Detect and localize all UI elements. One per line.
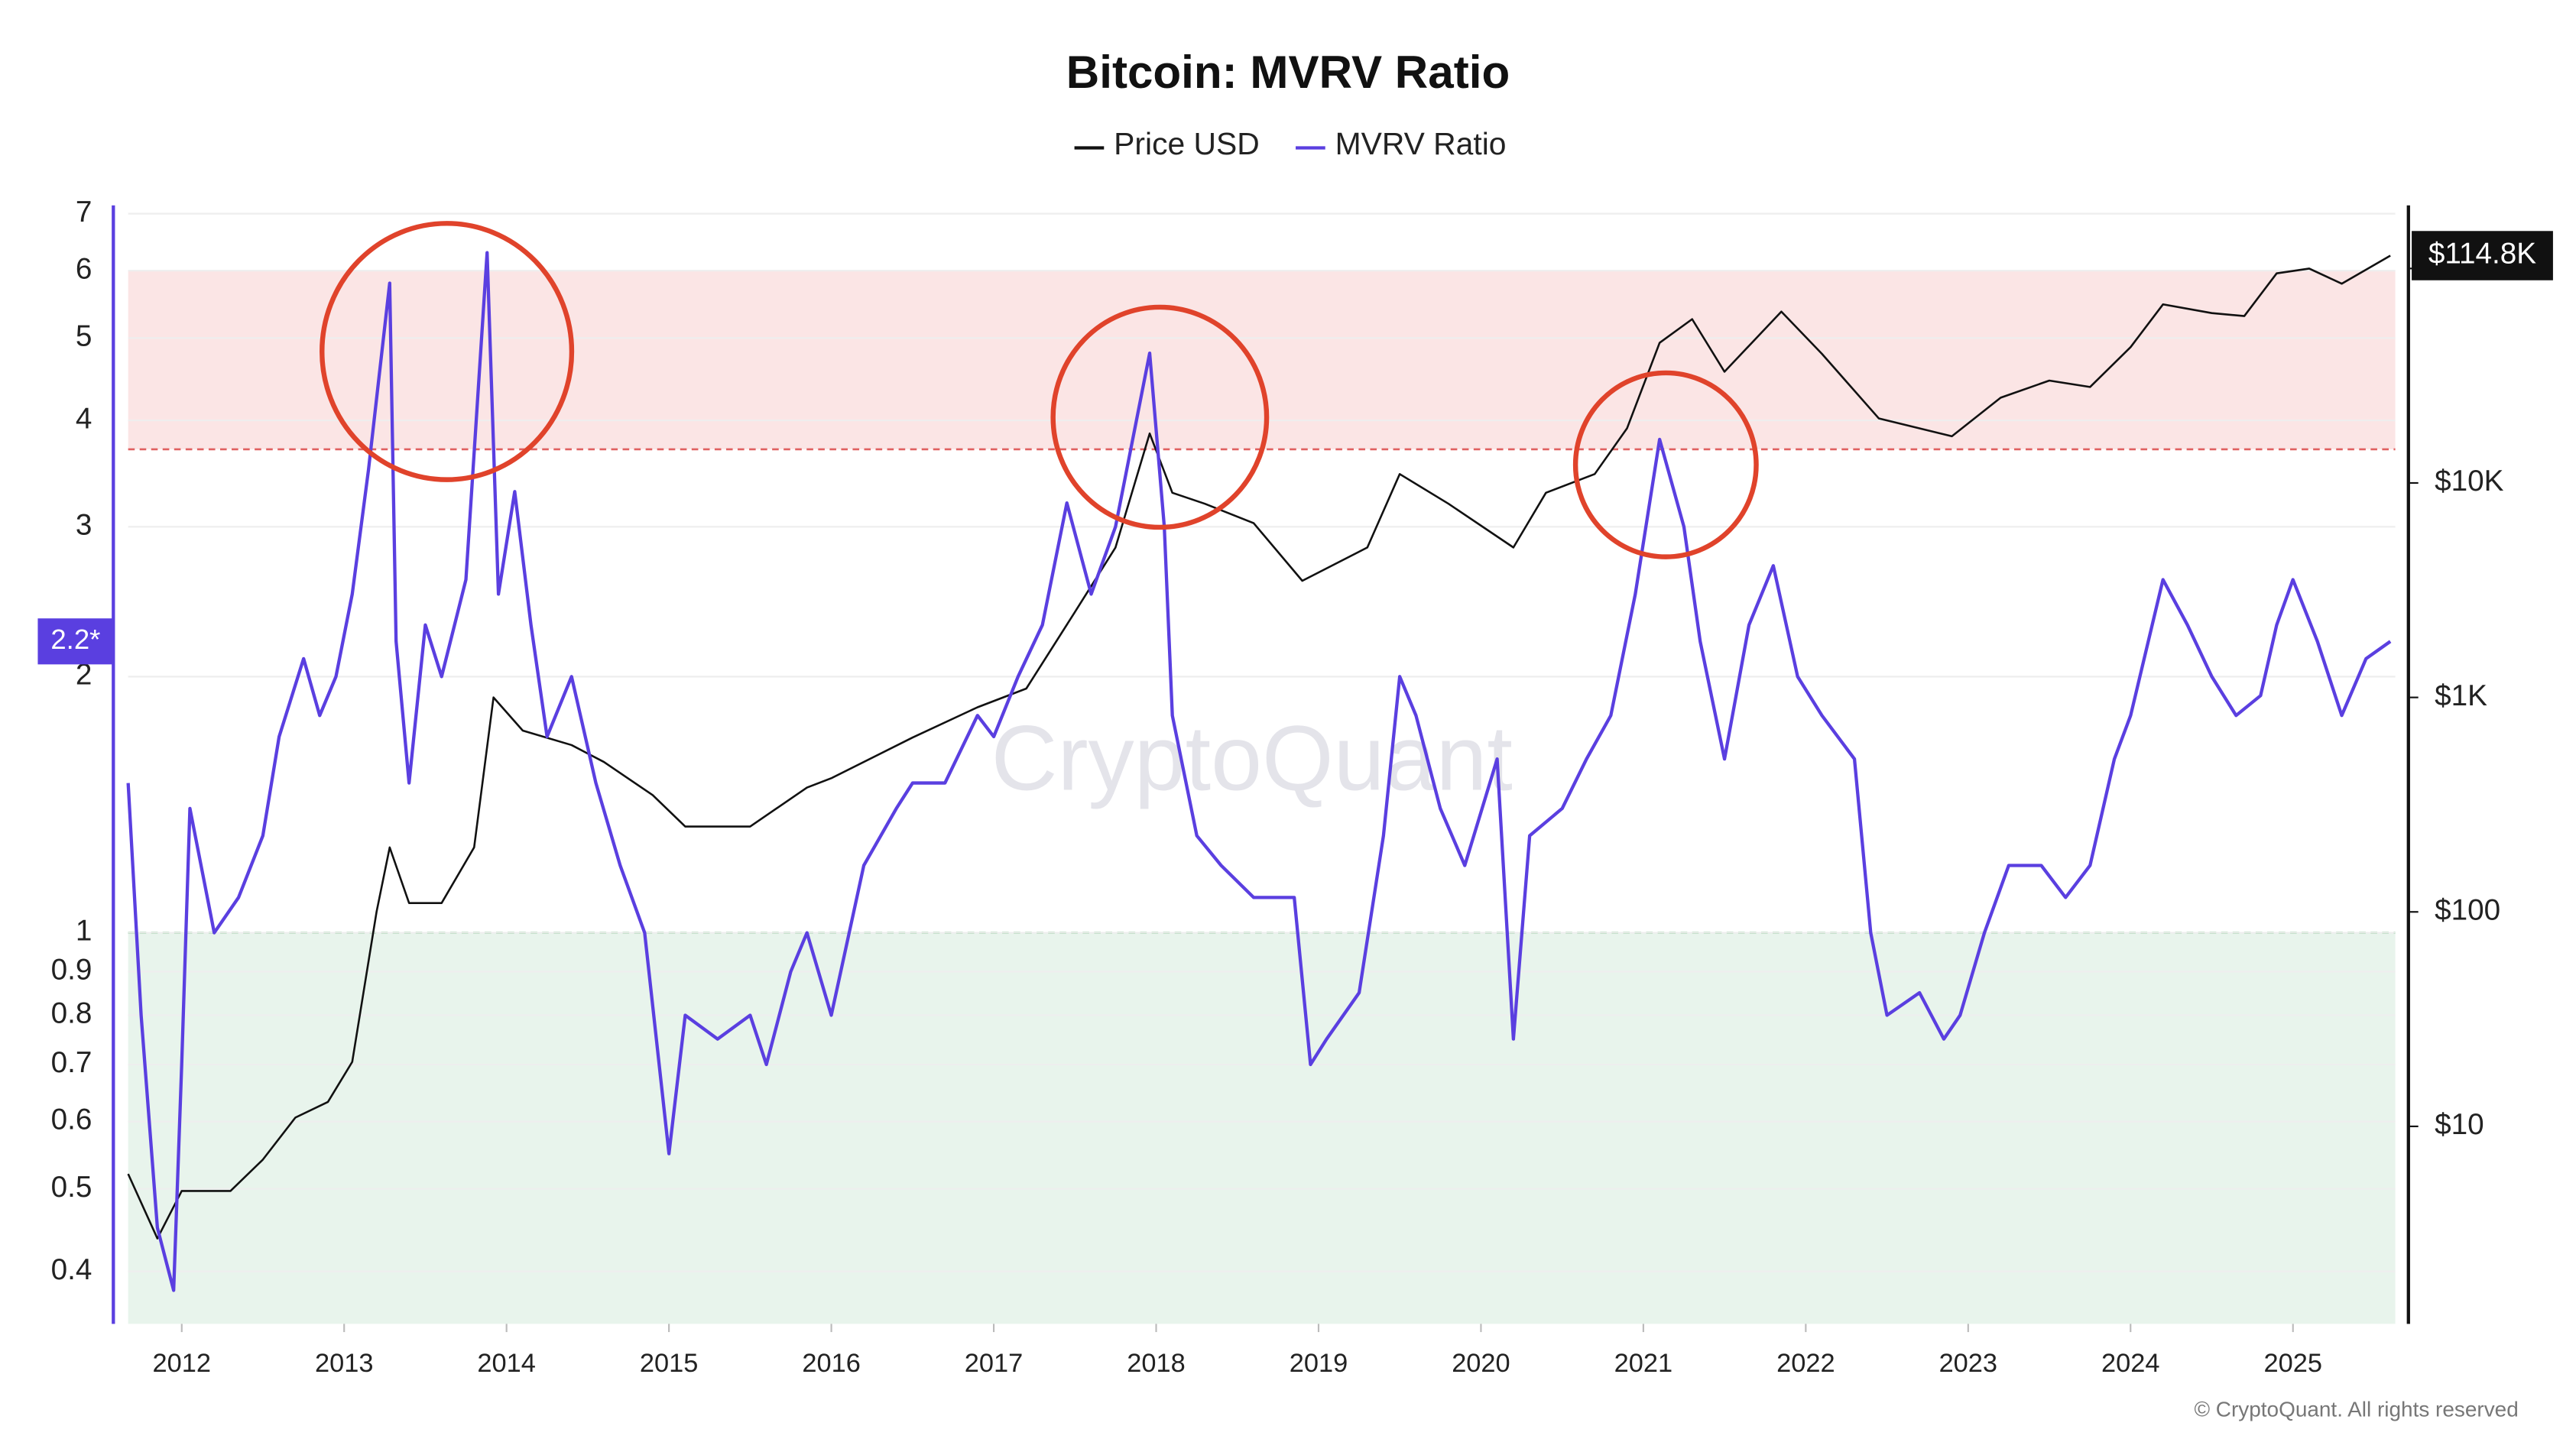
- y-tick-label: 6: [76, 252, 92, 285]
- footer: © CryptoQuant. All rights reserved: [2194, 1398, 2518, 1421]
- series-line: [126, 251, 2392, 1292]
- x-tick-label: 2017: [965, 1349, 1023, 1378]
- watermark: CryptoQuant: [991, 706, 1513, 809]
- x-tick-label: 2023: [1939, 1349, 1997, 1378]
- y-tick-label: 0.7: [51, 1046, 92, 1079]
- x-tick-label: 2019: [1290, 1349, 1348, 1378]
- current-price-badge: [2412, 231, 2553, 280]
- series-line: [127, 254, 2391, 1240]
- y-tick-label: 5: [76, 320, 92, 353]
- y-tick-label: 3: [76, 509, 92, 542]
- y-tick-label: 2: [76, 659, 92, 692]
- x-tick-label: 2013: [315, 1349, 373, 1378]
- highlight-circle: [1572, 370, 1759, 559]
- y-tick-label: 0.8: [51, 997, 92, 1030]
- y-tick-label: 7: [76, 196, 92, 228]
- current-value-badge: [37, 618, 114, 665]
- x-tick-label: 2015: [640, 1349, 698, 1378]
- upper-band: [128, 271, 2396, 449]
- y2-tick-label: $10K: [2435, 465, 2504, 498]
- x-tick-label: 2021: [1614, 1349, 1672, 1378]
- lower-band: [128, 932, 2396, 1324]
- y2-tick-label: $100: [2435, 893, 2500, 926]
- x-tick-label: 2020: [1452, 1349, 1510, 1378]
- highlight-circle: [320, 221, 575, 482]
- legend-label: MVRV Ratio: [1335, 126, 1507, 161]
- x-tick-label: 2012: [153, 1349, 211, 1378]
- chart-title: Bitcoin: MVRV Ratio: [1066, 47, 1510, 98]
- x-tick-label: 2025: [2263, 1349, 2321, 1378]
- y-tick-label: 0.5: [51, 1171, 92, 1204]
- y-tick-label: 0.9: [51, 954, 92, 987]
- y2-tick-label: $1K: [2435, 679, 2487, 712]
- y-tick-label: 1: [76, 915, 92, 948]
- y-tick-label: 0.4: [51, 1253, 92, 1286]
- x-tick-label: 2024: [2101, 1349, 2159, 1378]
- y-tick-label: 4: [76, 402, 92, 435]
- highlight-circle: [1050, 304, 1270, 530]
- x-tick-label: 2018: [1127, 1349, 1185, 1378]
- legend-label: Price USD: [1114, 126, 1260, 161]
- x-tick-label: 2022: [1776, 1349, 1835, 1378]
- current-price-label: $114.8K: [2428, 238, 2536, 271]
- current-value-label: 2.2*: [50, 624, 100, 655]
- y2-tick-label: $10: [2435, 1108, 2484, 1141]
- y-tick-label: 0.6: [51, 1104, 92, 1136]
- x-tick-label: 2016: [802, 1349, 860, 1378]
- x-tick-label: 2014: [477, 1349, 535, 1378]
